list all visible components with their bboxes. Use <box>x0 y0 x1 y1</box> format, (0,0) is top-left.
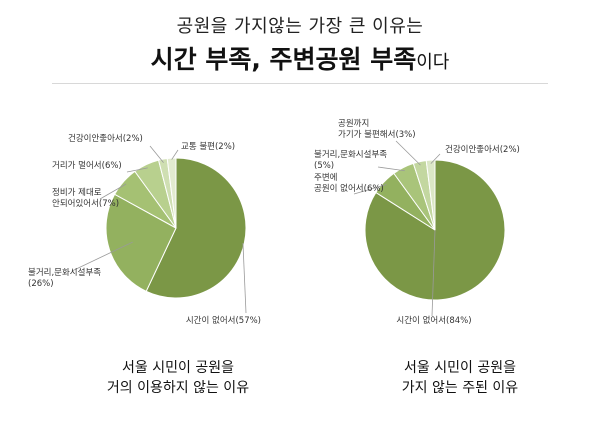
left-caption-line1: 서울 시민이 공원을 <box>122 360 234 376</box>
left-slice-label-5: 교통 불편(2%) <box>181 141 235 152</box>
right-slice-label-1: 주변에 공원이 없어서(6%) <box>314 172 384 194</box>
right-caption-line2: 가지 않는 주된 이유 <box>401 380 519 396</box>
right-leader-line-0 <box>431 229 436 317</box>
right-slice-label-0: 시간이 없어서(84%) <box>396 315 471 326</box>
right-pie-slice-4 <box>425 159 436 231</box>
left-slice-label-3: 거리가 멀어서(6%) <box>52 160 122 171</box>
right-slice-label-2: 불거리,문화시설부족 (5%) <box>314 149 387 171</box>
subheadline-bold: 시간 부족, 주변공원 부족 <box>150 45 417 74</box>
left-leader-line-0 <box>242 242 247 314</box>
left-pie-slice-0 <box>145 157 247 299</box>
right-chart-caption: 서울 시민이 공원을 가지 않는 주된 이유 <box>340 358 580 398</box>
left-pie-slice-5 <box>166 157 177 229</box>
right-leader-line-3 <box>395 140 421 166</box>
left-leader-line-5 <box>171 149 179 160</box>
divider <box>52 83 548 84</box>
left-caption-line2: 거의 이용하지 않는 이유 <box>106 380 250 396</box>
right-slice-label-3: 공원까지 가기가 불편해서(3%) <box>338 119 416 140</box>
left-leader-line-1 <box>71 241 133 272</box>
left-slice-label-2: 정비가 제대로 안되어있어서(7%) <box>52 187 119 209</box>
subheadline-suffix: 이다 <box>416 52 450 73</box>
left-slice-label-1: 불거리,문화시설부족 (26%) <box>28 267 101 289</box>
left-leader-line-2 <box>99 183 127 200</box>
subheadline: 시간 부족, 주변공원 부족이다 <box>0 40 600 76</box>
left-slice-label-4: 건강이안좋아서(2%) <box>68 133 143 144</box>
left-chart-caption: 서울 시민이 공원을 거의 이용하지 않는 이유 <box>58 358 298 398</box>
headline: 공원을 가지않는 가장 큰 이유는 <box>176 16 424 37</box>
left-leader-line-3 <box>126 167 148 173</box>
right-leader-line-1 <box>353 184 387 195</box>
right-leader-line-4 <box>430 153 441 164</box>
right-leader-line-2 <box>377 166 405 172</box>
right-caption-line1: 서울 시민이 공원을 <box>404 360 516 376</box>
left-slice-label-0: 시간이 없어서(57%) <box>186 315 261 326</box>
left-leader-line-4 <box>149 145 164 163</box>
right-slice-label-4: 건강이안좋아서(2%) <box>445 144 520 155</box>
